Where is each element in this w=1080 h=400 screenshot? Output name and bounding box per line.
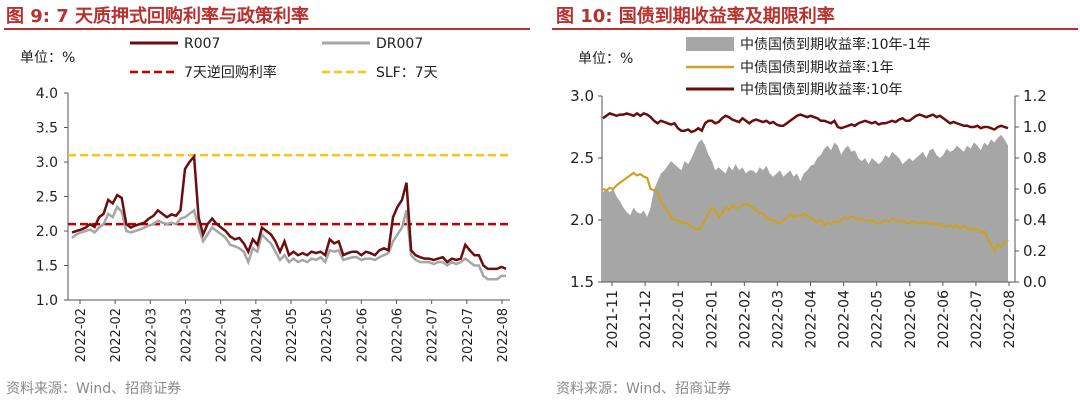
x-tick-label: 2022-02 (737, 290, 753, 349)
right-y-tick-label: 0.2 (1023, 242, 1047, 260)
left-y-tick-label: 2.0 (570, 211, 594, 229)
left-y-tick-label: 3.0 (570, 87, 594, 105)
x-tick-label: 2022-04 (804, 290, 820, 349)
y-tick-label: 2.0 (36, 224, 58, 240)
x-tick-label: 2022-06 (936, 290, 952, 349)
y-tick-label: 1.5 (36, 259, 58, 275)
x-tick-label: 2022-03 (144, 308, 159, 362)
x-tick-label: 2022-04 (215, 308, 230, 362)
x-tick-label: 2022-05 (870, 290, 886, 349)
x-tick-label: 2022-07 (426, 308, 441, 362)
legend-10y-label: 中债国债到期收益率:10年 (740, 81, 903, 98)
x-tick-label: 2022-07 (461, 308, 476, 362)
y-tick-label: 3.0 (36, 155, 58, 171)
right-y-tick-label: 0.0 (1023, 273, 1047, 291)
x-tick-label: 2022-06 (903, 290, 919, 349)
r007-line (71, 153, 507, 271)
x-tick-label: 2022-04 (250, 308, 265, 362)
left-y-tick-label: 1.5 (570, 273, 594, 291)
x-tick-label: 2022-04 (837, 290, 853, 349)
unit-label: 单位：% (578, 51, 633, 67)
right-figure-title: 图 10: 国债到期收益率及期限利率 (556, 6, 835, 27)
yield-1y-line (602, 171, 1009, 254)
x-tick-label: 2022-07 (969, 290, 985, 349)
right-y-tick-label: 1.2 (1023, 87, 1047, 105)
x-tick-label: 2021-11 (605, 290, 621, 349)
legend-dr007-label: DR007 (376, 36, 423, 52)
legend-spread-swatch (686, 37, 734, 51)
legend-slf-label: SLF：7天 (376, 65, 438, 81)
y-tick-label: 3.5 (36, 121, 58, 137)
left-source-note: 资料来源：Wind、招商证券 (6, 381, 182, 397)
left-title-rule (4, 28, 530, 30)
right-y-tick-label: 0.6 (1023, 180, 1047, 198)
right-y-tick-label: 0.8 (1023, 149, 1047, 167)
yield-10y-line (602, 111, 1009, 134)
treasury-yield-chart: 1.5 2.0 2.5 3.0 0.0 0.2 0.4 0.6 0.8 1.0 1.2 2021-11… (570, 36, 1047, 349)
x-tick-label: 2021-12 (638, 290, 654, 349)
x-tick-label: 2022-03 (770, 290, 786, 349)
x-tick-label: 2022-01 (704, 290, 720, 349)
unit-label: 单位：% (20, 50, 75, 66)
x-tick-label: 2022-05 (285, 308, 300, 362)
x-tick-label: 2022-02 (74, 308, 89, 362)
y-tick-label: 2.5 (36, 190, 58, 206)
right-title-rule (552, 28, 1078, 30)
x-tick-label: 2022-08 (496, 308, 511, 362)
x-tick-label: 2022-05 (320, 308, 335, 362)
right-source-note: 资料来源：Wind、招商证券 (556, 381, 732, 397)
y-tick-label: 4.0 (36, 86, 58, 102)
x-tick-label: 2022-02 (109, 308, 124, 362)
left-figure-title: 图 9: 7 天质押式回购利率与政策利率 (6, 6, 310, 27)
x-tick-label: 2022-03 (180, 308, 195, 362)
left-y-tick-label: 2.5 (570, 149, 594, 167)
dr007-line (71, 204, 506, 281)
right-y-tick-label: 1.0 (1023, 118, 1047, 136)
repo-rate-chart: 1.0 1.5 2.0 2.5 3.0 3.5 4.0 2022-02 2022-02 2022-… (20, 36, 511, 362)
x-tick-label: 2022-08 (1002, 290, 1018, 349)
spread-area (603, 134, 1008, 282)
x-tick-label: 2022-01 (671, 290, 687, 349)
x-tick-label: 2022-06 (391, 308, 406, 362)
legend-r007-label: R007 (184, 36, 220, 52)
x-tick-label: 2022-06 (355, 308, 370, 362)
legend-spread-label: 中债国债到期收益率:10年-1年 (740, 36, 931, 53)
legend-1y-label: 中债国债到期收益率:1年 (740, 59, 894, 76)
y-tick-label: 1.0 (36, 293, 58, 309)
right-y-tick-label: 0.4 (1023, 211, 1047, 229)
legend-reverse-repo-label: 7天逆回购利率 (184, 64, 277, 81)
